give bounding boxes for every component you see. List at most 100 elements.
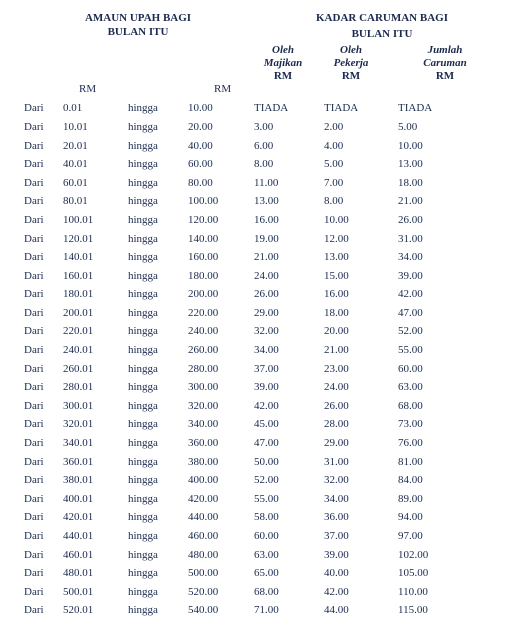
cell-hingga: hingga [128,359,188,378]
cell-dari: Dari [18,192,63,211]
cell-pekerja: TIADA [318,99,384,118]
col-rm-from: RM [63,83,144,95]
cell-hingga: hingga [128,583,188,602]
cell-pekerja: 28.00 [318,415,384,434]
cell-hingga: hingga [128,564,188,583]
cell-majikan: 60.00 [248,527,318,546]
cell-jumlah: 73.00 [384,415,506,434]
cell-majikan: 71.00 [248,601,318,620]
cell-majikan: 11.00 [248,173,318,192]
cell-majikan: 24.00 [248,266,318,285]
cell-to: 240.00 [188,322,248,341]
cell-hingga: hingga [128,508,188,527]
table-row: Dari280.01hingga300.0039.0024.0063.00 [18,378,506,397]
cell-hingga: hingga [128,248,188,267]
cell-from: 340.01 [63,434,128,453]
cell-majikan: 58.00 [248,508,318,527]
cell-from: 460.01 [63,545,128,564]
cell-from: 380.01 [63,471,128,490]
cell-jumlah: 5.00 [384,118,506,137]
table-row: Dari100.01hingga120.0016.0010.0026.00 [18,211,506,230]
cell-hingga: hingga [128,155,188,174]
cell-to: 460.00 [188,527,248,546]
cell-dari: Dari [18,322,63,341]
cell-pekerja: 23.00 [318,359,384,378]
cell-pekerja: 31.00 [318,452,384,471]
cell-jumlah: 84.00 [384,471,506,490]
cell-pekerja: 34.00 [318,490,384,509]
cell-from: 80.01 [63,192,128,211]
cell-dari: Dari [18,601,63,620]
cell-dari: Dari [18,471,63,490]
cell-pekerja: 20.00 [318,322,384,341]
cell-pekerja: 12.00 [318,229,384,248]
cell-from: 120.01 [63,229,128,248]
cell-to: 540.00 [188,601,248,620]
cell-dari: Dari [18,508,63,527]
cell-from: 10.01 [63,118,128,137]
table-row: Dari10.01hingga20.003.002.005.00 [18,118,506,137]
cell-from: 160.01 [63,266,128,285]
cell-to: 340.00 [188,415,248,434]
cell-dari: Dari [18,155,63,174]
cell-to: 360.00 [188,434,248,453]
cell-from: 20.01 [63,136,128,155]
col-rm-to: RM [204,83,274,95]
cell-hingga: hingga [128,285,188,304]
cell-majikan: 45.00 [248,415,318,434]
cell-majikan: 16.00 [248,211,318,230]
cell-dari: Dari [18,136,63,155]
cell-majikan: 42.00 [248,397,318,416]
cell-majikan: 47.00 [248,434,318,453]
cell-jumlah: 89.00 [384,490,506,509]
cell-pekerja: 5.00 [318,155,384,174]
table-row: Dari180.01hingga200.0026.0016.0042.00 [18,285,506,304]
cell-dari: Dari [18,304,63,323]
cell-pekerja: 13.00 [318,248,384,267]
cell-dari: Dari [18,341,63,360]
cell-pekerja: 10.00 [318,211,384,230]
cell-hingga: hingga [128,99,188,118]
cell-to: 260.00 [188,341,248,360]
table-row: Dari220.01hingga240.0032.0020.0052.00 [18,322,506,341]
cell-majikan: 63.00 [248,545,318,564]
cell-majikan: 3.00 [248,118,318,137]
cell-from: 200.01 [63,304,128,323]
cell-jumlah: 13.00 [384,155,506,174]
cell-majikan: 37.00 [248,359,318,378]
cell-hingga: hingga [128,397,188,416]
cell-majikan: 52.00 [248,471,318,490]
cell-hingga: hingga [128,471,188,490]
cell-to: 520.00 [188,583,248,602]
cell-dari: Dari [18,248,63,267]
table-row: Dari140.01hingga160.0021.0013.0034.00 [18,248,506,267]
cell-hingga: hingga [128,415,188,434]
cell-from: 240.01 [63,341,128,360]
cell-jumlah: 97.00 [384,527,506,546]
cell-pekerja: 18.00 [318,304,384,323]
cell-jumlah: 26.00 [384,211,506,230]
cell-dari: Dari [18,583,63,602]
cell-jumlah: 76.00 [384,434,506,453]
table-row: Dari500.01hingga520.0068.0042.00110.00 [18,583,506,602]
cell-to: 10.00 [188,99,248,118]
cell-majikan: 34.00 [248,341,318,360]
cell-from: 0.01 [63,99,128,118]
col-jumlah: Jumlah Caruman RM [384,44,506,84]
cell-jumlah: 105.00 [384,564,506,583]
cell-from: 360.01 [63,452,128,471]
cell-dari: Dari [18,415,63,434]
table-row: Dari240.01hingga260.0034.0021.0055.00 [18,341,506,360]
cell-dari: Dari [18,434,63,453]
cell-hingga: hingga [128,545,188,564]
cell-from: 400.01 [63,490,128,509]
cell-jumlah: 52.00 [384,322,506,341]
cell-dari: Dari [18,378,63,397]
cell-hingga: hingga [128,452,188,471]
cell-majikan: 32.00 [248,322,318,341]
cell-jumlah: 18.00 [384,173,506,192]
cell-from: 300.01 [63,397,128,416]
cell-pekerja: 8.00 [318,192,384,211]
cell-pekerja: 42.00 [318,583,384,602]
cell-pekerja: 44.00 [318,601,384,620]
